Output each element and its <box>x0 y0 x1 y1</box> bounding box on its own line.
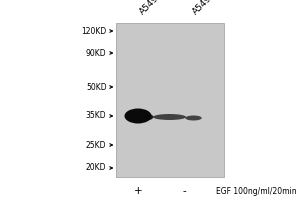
Text: 35KD: 35KD <box>86 112 106 120</box>
Text: -: - <box>183 186 186 196</box>
Text: 50KD: 50KD <box>86 83 106 92</box>
Ellipse shape <box>124 108 152 123</box>
Ellipse shape <box>185 116 202 120</box>
Bar <box>116 23 224 177</box>
Text: 120KD: 120KD <box>81 26 106 36</box>
Text: 25KD: 25KD <box>86 140 106 149</box>
Text: +: + <box>134 186 142 196</box>
Text: A549: A549 <box>138 0 161 16</box>
Text: A549: A549 <box>190 0 213 16</box>
Ellipse shape <box>135 113 153 121</box>
Ellipse shape <box>153 114 186 120</box>
Text: 20KD: 20KD <box>86 164 106 172</box>
Text: 90KD: 90KD <box>86 48 106 58</box>
Text: EGF 100ng/ml/20min: EGF 100ng/ml/20min <box>216 186 297 196</box>
